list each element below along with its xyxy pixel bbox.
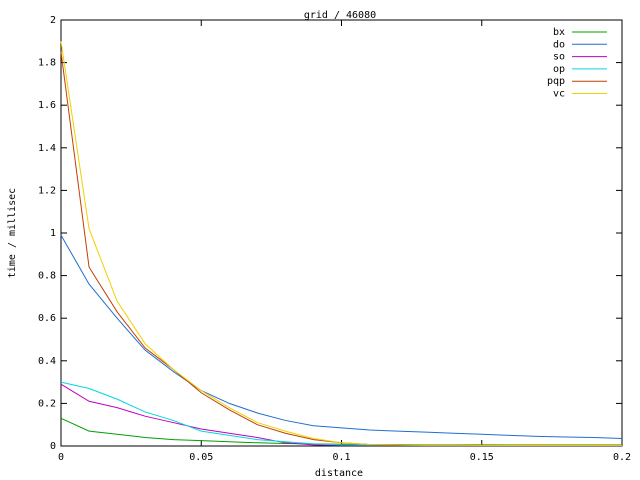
- x-tick-label: 0.2: [613, 452, 631, 463]
- y-tick-label: 1.4: [38, 143, 56, 154]
- x-tick-label: 0.05: [189, 452, 213, 463]
- series-line: [60, 41, 622, 446]
- y-tick-label: 2: [50, 15, 56, 26]
- legend-label: pqp: [547, 76, 565, 87]
- y-tick-label: 1.6: [38, 100, 56, 111]
- x-axis-label: distance: [315, 468, 363, 479]
- y-tick-label: 1.8: [38, 58, 56, 69]
- series-line: [60, 234, 623, 440]
- x-tick-label: 0.15: [470, 452, 494, 463]
- y-tick-label: 1: [50, 228, 56, 239]
- y-tick-label: 0.2: [38, 398, 56, 409]
- legend-label: bx: [553, 27, 565, 38]
- y-axis-label: time / millisec: [7, 188, 18, 278]
- y-tick-label: 0.8: [38, 271, 56, 282]
- x-tick-label: 0.1: [332, 452, 350, 463]
- legend-label: so: [553, 52, 565, 63]
- x-tick-label: 0: [58, 452, 64, 463]
- y-tick-label: 0.4: [38, 356, 56, 367]
- legend-label: do: [553, 39, 565, 50]
- legend-label: op: [553, 64, 565, 75]
- legend-label: vc: [553, 89, 565, 100]
- y-tick-label: 0: [50, 441, 56, 452]
- y-tick-label: 0.6: [38, 313, 56, 324]
- chart-title: grid / 46080: [304, 10, 376, 21]
- y-tick-label: 1.2: [38, 185, 56, 196]
